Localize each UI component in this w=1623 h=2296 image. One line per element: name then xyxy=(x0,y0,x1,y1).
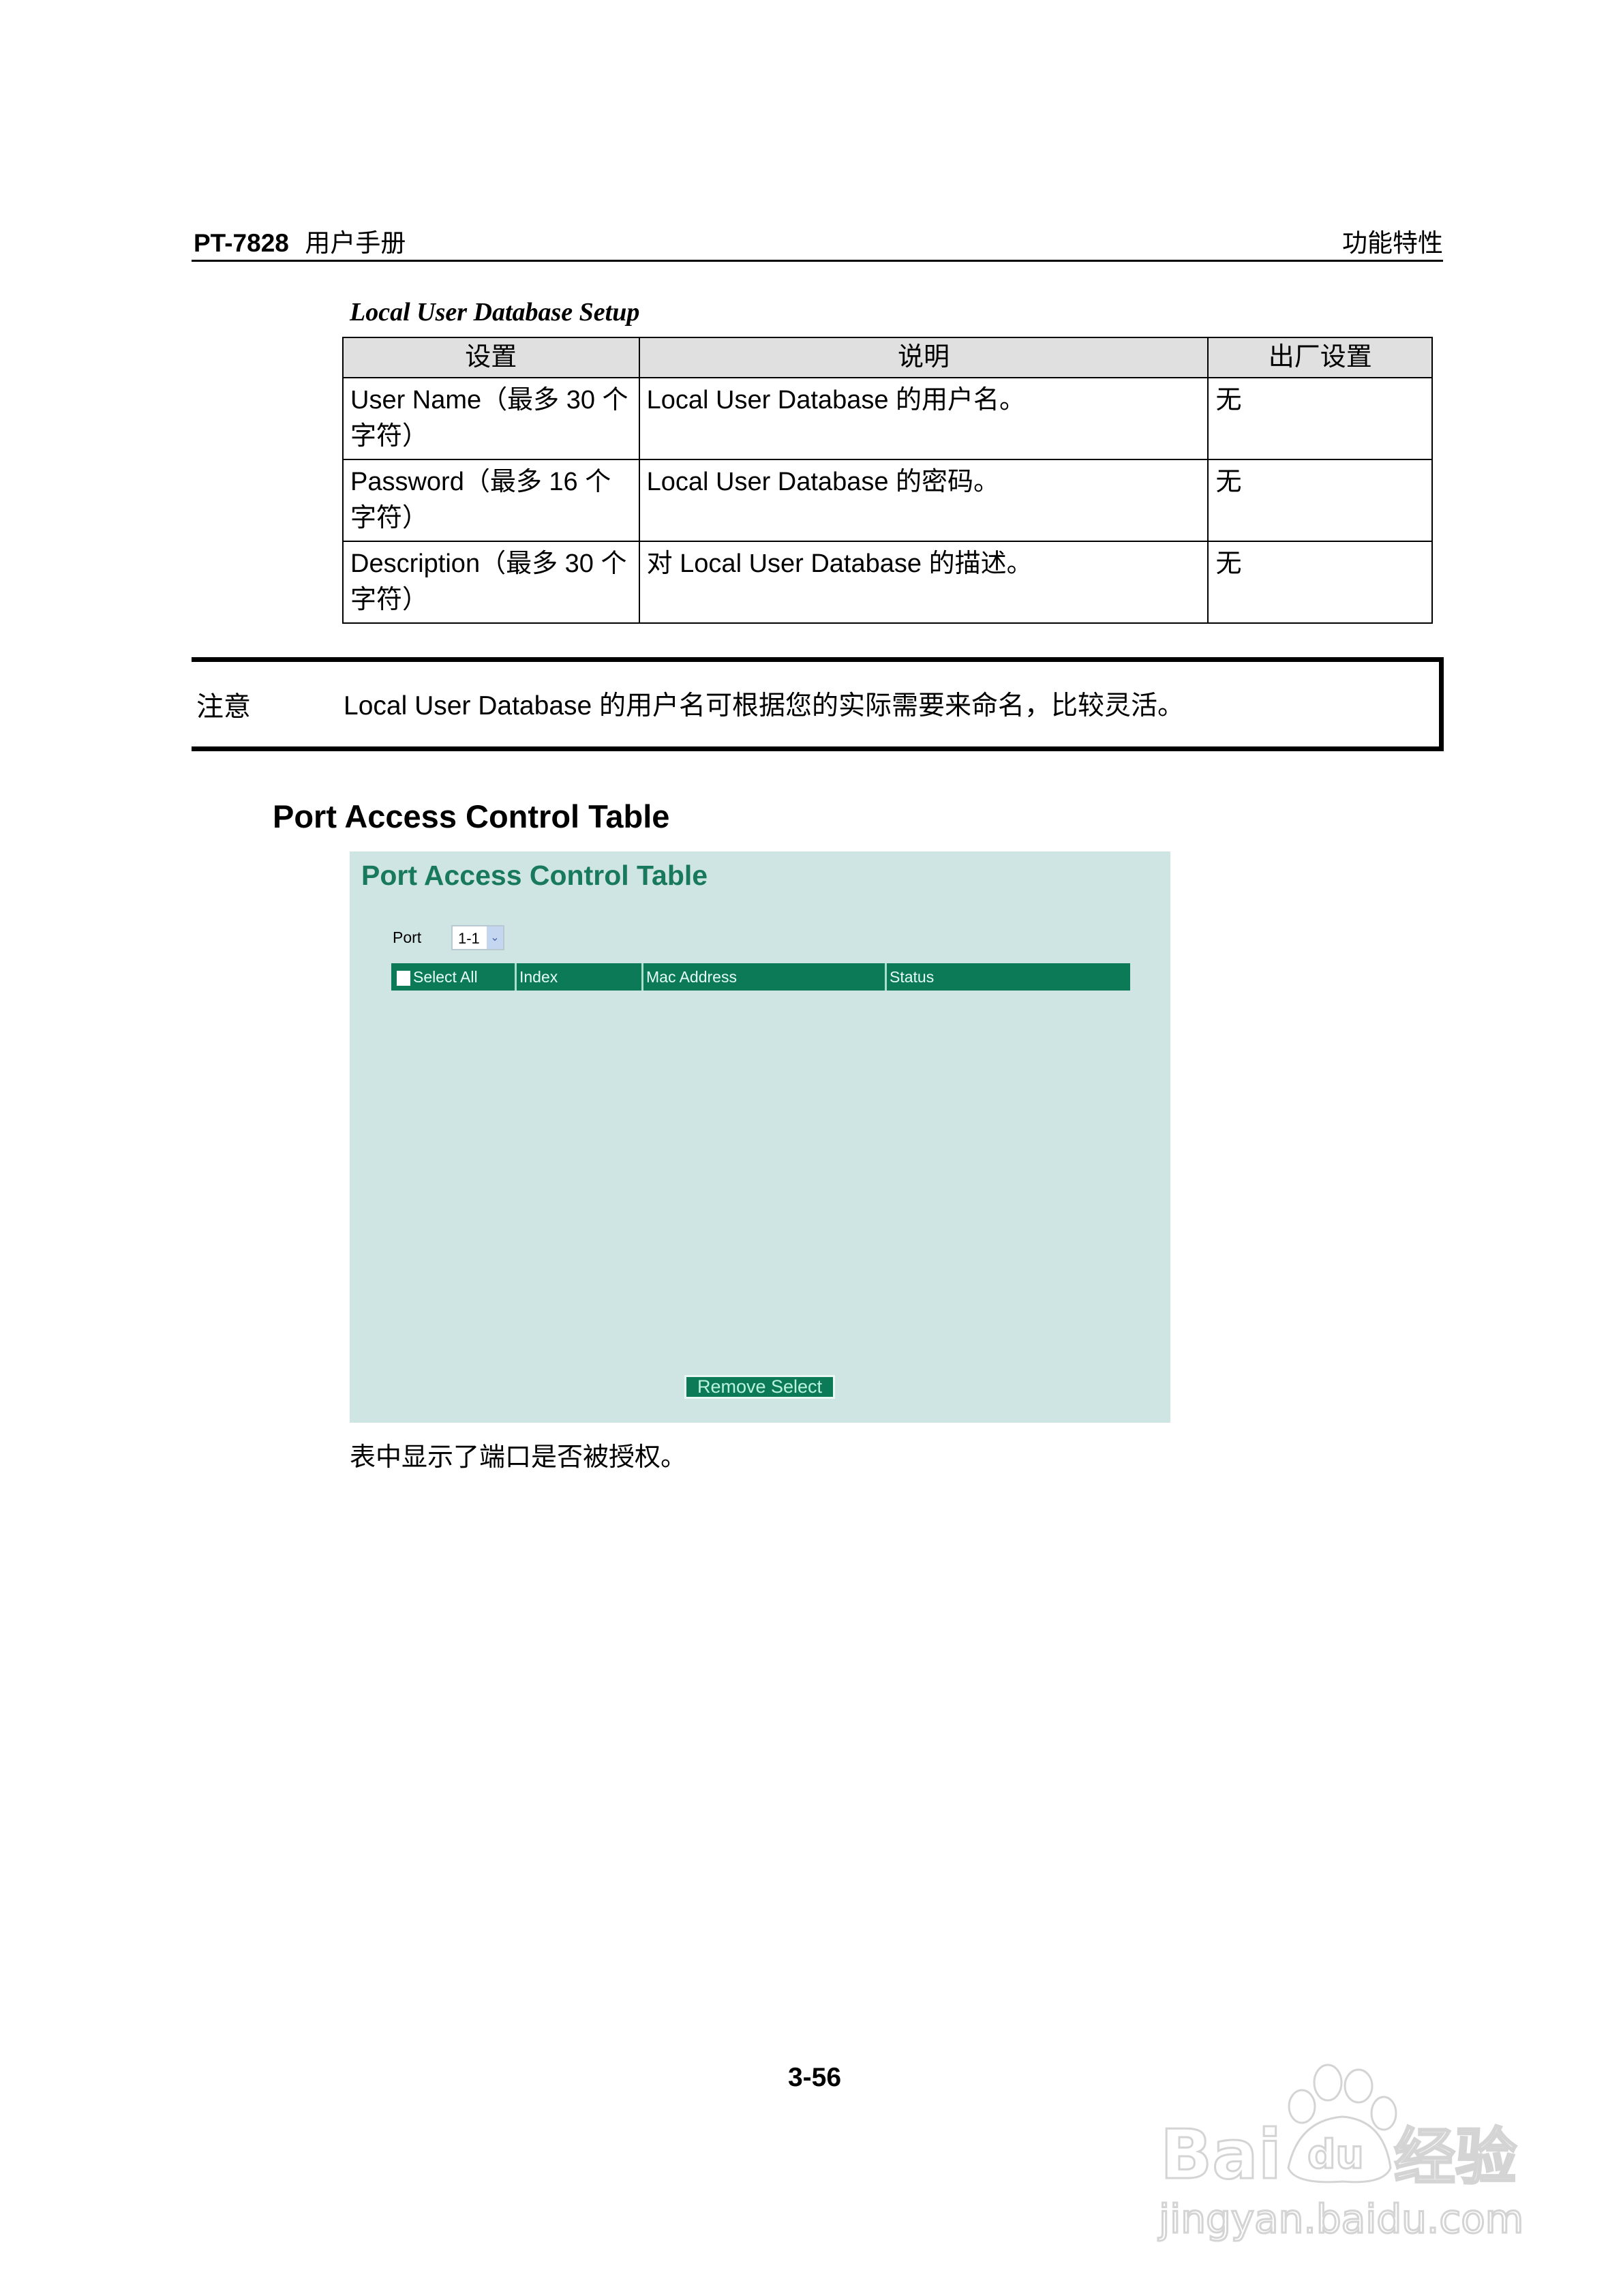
note-label: 注意 xyxy=(196,691,251,723)
default-cell: 无 xyxy=(1207,541,1433,624)
watermark-logo-text: Bai xyxy=(1160,2115,1281,2194)
default-cell: 无 xyxy=(1207,459,1433,542)
page-number: 3-56 xyxy=(787,2063,842,2092)
paw-toe xyxy=(1370,2096,1397,2131)
header-rule xyxy=(192,260,1443,262)
select-all-label: Select All xyxy=(413,968,478,986)
default-cell: 无 xyxy=(1207,377,1433,460)
setting-cell: Description（最多 30 个字符） xyxy=(342,541,640,624)
port-label: Port xyxy=(393,928,422,946)
section-heading: Port Access Control Table xyxy=(273,798,670,834)
select-all-header[interactable]: Select All xyxy=(391,963,517,991)
remove-select-button[interactable]: Remove Select xyxy=(684,1375,835,1399)
setting-cell: Password（最多 16 个字符） xyxy=(342,459,640,542)
watermark-url: jingyan.baidu.com xyxy=(1157,2196,1523,2242)
paw-toe xyxy=(1288,2089,1316,2124)
running-header-left: PT-7828 用户手册 xyxy=(194,222,406,259)
description-cell: Local User Database 的密码。 xyxy=(638,459,1209,542)
mac-address-header: Mac Address xyxy=(643,963,887,991)
paw-pad xyxy=(1287,2115,1392,2184)
port-table-header: Select All Index Mac Address Status xyxy=(391,963,1130,991)
model-name: PT-7828 xyxy=(194,229,289,257)
column-header: 说明 xyxy=(638,337,1209,378)
table-subtitle: Local User Database Setup xyxy=(350,298,640,327)
port-value: 1-1 xyxy=(458,930,480,947)
port-select[interactable]: 1-1 ⌄ xyxy=(451,925,504,950)
status-header: Status xyxy=(890,968,935,986)
port-access-screenshot: Port Access Control Table Port 1-1 ⌄ Sel… xyxy=(350,851,1170,1423)
settings-table: 设置 说明 出厂设置 User Name（最多 30 个字符） Local Us… xyxy=(342,337,1433,624)
paw-toe xyxy=(1344,2068,1374,2104)
setting-cell: User Name（最多 30 个字符） xyxy=(342,377,640,460)
note-text: Local User Database 的用户名可根据您的实际需要来命名，比较灵… xyxy=(344,691,1185,721)
column-header: 出厂设置 xyxy=(1207,337,1433,378)
table-row: Description（最多 30 个字符） 对 Local User Data… xyxy=(342,541,1433,624)
description-cell: 对 Local User Database 的描述。 xyxy=(638,541,1209,624)
description-cell: Local User Database 的用户名。 xyxy=(638,377,1209,460)
table-row: User Name（最多 30 个字符） Local User Database… xyxy=(342,377,1433,460)
running-header-section: 功能特性 xyxy=(1342,228,1443,258)
manual-label: 用户手册 xyxy=(305,228,406,258)
table-header-row: 设置 说明 出厂设置 xyxy=(342,337,1433,378)
column-header: 设置 xyxy=(342,337,640,378)
watermark-jingyan: 经验 xyxy=(1394,2121,1517,2193)
index-header: Index xyxy=(517,963,643,991)
note-box xyxy=(192,657,1444,751)
figure-caption: 表中显示了端口是否被授权。 xyxy=(350,1442,687,1472)
chevron-down-icon: ⌄ xyxy=(487,926,503,949)
watermark-du: du xyxy=(1307,2131,1364,2177)
paw-toe xyxy=(1313,2064,1343,2102)
baidu-watermark-logo: Bai du 经验 jingyan.baidu.com xyxy=(1157,2064,1525,2244)
table-row: Password（最多 16 个字符） Local User Database … xyxy=(342,459,1433,542)
panel-title: Port Access Control Table xyxy=(361,860,708,891)
select-all-checkbox[interactable] xyxy=(397,970,410,986)
